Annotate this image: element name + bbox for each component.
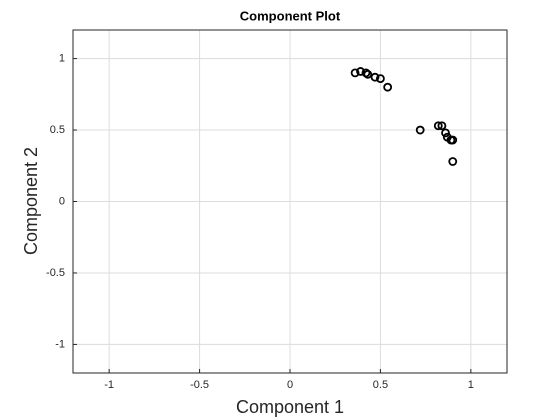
y-tick-label: -0.5: [46, 267, 65, 279]
x-tick-label: -0.5: [190, 379, 209, 391]
y-axis-label: Component 2: [21, 147, 41, 255]
point: [433, 121, 443, 131]
y-tick-label: 0.5: [50, 124, 65, 136]
axes-frame: [72, 29, 508, 374]
point: [376, 74, 385, 83]
point: [363, 69, 373, 79]
point: [356, 67, 365, 76]
point: [370, 72, 380, 82]
y-tick-label: -1: [55, 338, 65, 350]
point: [350, 68, 360, 78]
point: [437, 121, 447, 131]
point: [361, 68, 371, 78]
chart-title: Component Plot: [240, 8, 341, 23]
point: [415, 125, 425, 135]
x-tick-label: 1: [468, 379, 474, 391]
point: [383, 82, 393, 92]
x-tick-label: -1: [104, 379, 114, 391]
x-tick-label: 0: [287, 379, 293, 391]
y-tick-label: 0: [59, 195, 65, 207]
x-tick-label: 0.5: [373, 379, 388, 391]
point: [441, 128, 450, 138]
point: [448, 135, 458, 145]
x-axis-label: Component 1: [236, 397, 344, 417]
y-tick-label: 1: [59, 52, 65, 64]
point: [448, 157, 458, 166]
